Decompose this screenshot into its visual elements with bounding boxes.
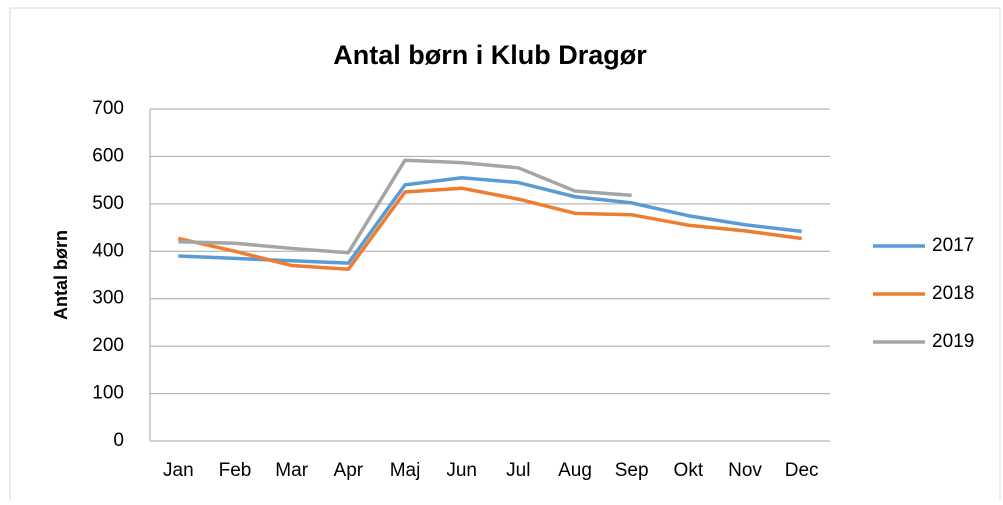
x-tick-label: Maj [390, 460, 421, 481]
y-tick-label: 500 [92, 193, 124, 214]
chart-title: Antal børn i Klub Dragør [333, 40, 647, 70]
series-line [178, 176, 802, 265]
y-tick-label: 200 [92, 335, 124, 356]
y-tick-label: 100 [92, 383, 124, 404]
x-tick-label: Feb [219, 460, 252, 481]
series-line [178, 158, 632, 255]
x-tick-label: Dec [785, 460, 819, 481]
legend-label: 2017 [932, 235, 974, 256]
x-tick-label: Apr [334, 460, 364, 481]
y-tick-label: 0 [113, 430, 124, 451]
y-tick-label: 400 [92, 240, 124, 261]
legend-label: 2019 [932, 331, 974, 352]
legend-label: 2018 [932, 283, 974, 304]
y-tick-label: 600 [92, 145, 124, 166]
y-tick-label: 300 [92, 288, 124, 309]
series-line [177, 186, 802, 272]
x-tick-label: Jul [506, 460, 530, 481]
x-tick-label: Nov [728, 460, 762, 481]
chart-frame [9, 7, 1001, 505]
x-tick-label: Aug [558, 460, 592, 481]
y-tick-label: 700 [92, 98, 124, 119]
x-tick-label: Jan [163, 460, 194, 481]
x-tick-label: Okt [674, 460, 704, 481]
x-tick-label: Jun [446, 460, 477, 481]
y-axis-label: Antal børn [51, 230, 71, 320]
x-tick-label: Mar [275, 460, 308, 481]
x-tick-label: Sep [615, 460, 649, 481]
